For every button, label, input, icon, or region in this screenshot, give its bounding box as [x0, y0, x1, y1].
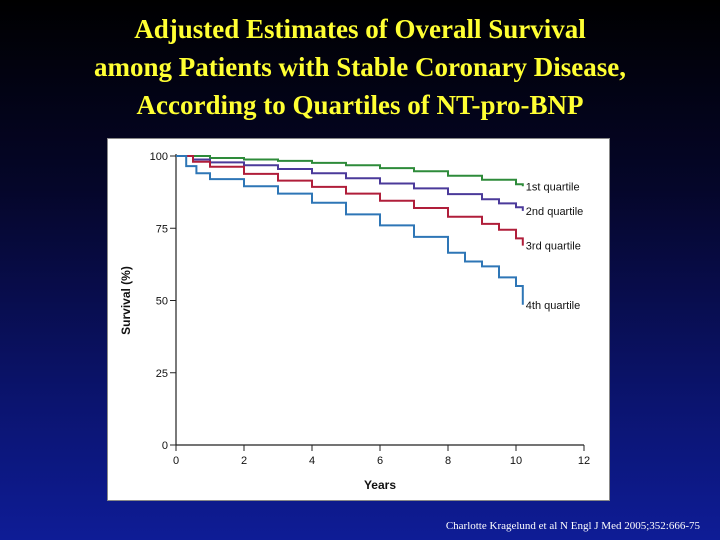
series-label-q3: 3rd quartile [526, 241, 581, 253]
x-tick-label: 2 [241, 455, 247, 467]
x-axis-title: Years [364, 478, 396, 492]
series-label-q1: 1st quartile [526, 181, 580, 193]
title-line-2: among Patients with Stable Coronary Dise… [94, 52, 626, 82]
y-tick-label: 0 [162, 440, 168, 452]
x-tick-label: 8 [445, 455, 451, 467]
title-line-1: Adjusted Estimates of Overall Survival [134, 14, 586, 44]
citation: Charlotte Kragelund et al N Engl J Med 2… [445, 520, 700, 532]
chart-panel: 0 25 50 75 100 0 2 4 6 8 10 12 Years Survival (%) 1st … [107, 138, 610, 501]
y-tick-label: 50 [156, 296, 168, 308]
series-line-q1 [176, 155, 524, 187]
y-tick-label: 100 [150, 151, 168, 163]
y-tick-label: 75 [156, 223, 168, 235]
survival-chart: 0 25 50 75 100 0 2 4 6 8 10 12 Years Survival (%) 1st … [119, 151, 590, 492]
y-tick-label: 25 [156, 368, 168, 380]
x-tick-label: 10 [510, 455, 522, 467]
series-label-q4: 4th quartile [526, 300, 580, 312]
x-tick-label: 0 [173, 455, 179, 467]
x-tick-label: 4 [309, 455, 315, 467]
x-tick-label: 6 [377, 455, 383, 467]
x-tick-label: 12 [578, 455, 590, 467]
slide-title: Adjusted Estimates of Overall Survival a… [0, 10, 720, 124]
y-axis-title: Survival (%) [119, 266, 133, 335]
title-line-3: According to Quartiles of NT-pro-BNP [136, 90, 584, 120]
series-line-q2 [176, 155, 524, 211]
series-line-q4 [176, 155, 524, 305]
series-label-q2: 2nd quartile [526, 206, 584, 218]
series-line-q3 [176, 155, 524, 246]
